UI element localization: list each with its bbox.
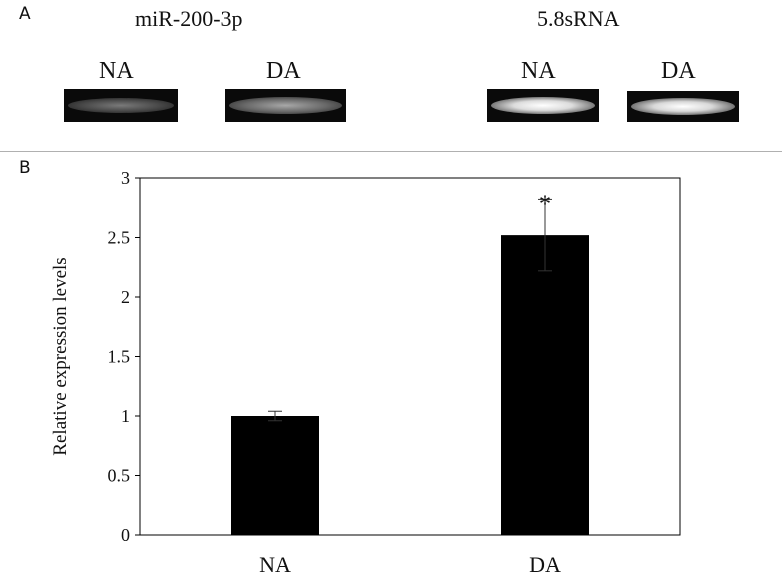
y-tick-label: 2.5 [108,228,131,248]
gel-lane-mir-na [64,89,178,122]
gel-lane-mir-da [225,89,346,122]
bar-da [501,235,589,535]
significance-marker: * [539,191,551,217]
y-tick-label: 0 [121,525,130,545]
band-rna-na [491,97,595,114]
gel-lane-rna-na [487,89,599,122]
x-tick-label-da: DA [529,552,561,577]
y-tick-label: 1 [121,406,130,426]
gel-lane-rna-da [627,91,739,122]
band-mir-na [68,98,174,113]
lane-label-rna-da: DA [661,58,696,84]
y-axis-label: Relative expression levels [50,257,71,455]
bar-na [231,416,319,535]
lane-label-mir-na: NA [99,58,134,84]
y-tick-label: 2 [121,287,130,307]
x-tick-label-na: NA [259,552,291,577]
plot-frame [139,177,681,536]
band-mir-da [229,97,342,114]
band-rna-da [631,98,735,115]
lane-label-mir-da: DA [266,58,301,84]
y-tick-label: 3 [121,168,130,188]
bar-chart: 0 0.5 1 1.5 2 2.5 3 Relative expression levels N… [50,168,681,577]
gel-title-mir-200-3p: miR-200-3p [135,6,243,31]
panel-a-label: A [19,4,31,24]
panel-b-label: B [19,158,31,178]
lane-label-rna-na: NA [521,58,556,84]
y-tick-label: 0.5 [108,466,131,486]
y-tick-label: 1.5 [108,347,131,367]
panel-divider [0,151,782,152]
gel-title-5-8srna: 5.8sRNA [537,6,620,31]
